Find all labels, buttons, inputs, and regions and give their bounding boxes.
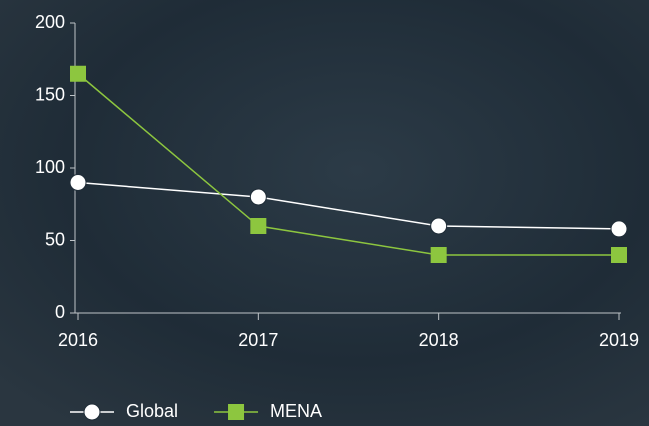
series-line [77, 181, 620, 230]
y-tick-label: 100 [35, 157, 65, 177]
x-tick-label: 2017 [238, 330, 278, 350]
y-tick-label: 0 [55, 302, 65, 322]
y-tick-label: 150 [35, 84, 65, 104]
data-point [69, 174, 87, 191]
legend-label: MENA [270, 401, 322, 421]
legend-marker [228, 404, 245, 420]
legend-label: Global [126, 401, 178, 421]
data-point [249, 188, 267, 206]
legend-marker [83, 403, 101, 421]
data-point [430, 247, 447, 263]
data-point [610, 220, 628, 238]
x-tick-label: 2019 [599, 330, 639, 350]
y-tick-label: 200 [35, 12, 65, 32]
data-point [250, 218, 267, 234]
series-line [77, 73, 619, 256]
x-tick-label: 2018 [419, 330, 459, 350]
data-point [70, 65, 86, 82]
data-point [430, 217, 448, 235]
y-tick-label: 50 [45, 229, 65, 249]
x-tick-label: 2016 [58, 330, 98, 350]
data-point [611, 247, 627, 263]
